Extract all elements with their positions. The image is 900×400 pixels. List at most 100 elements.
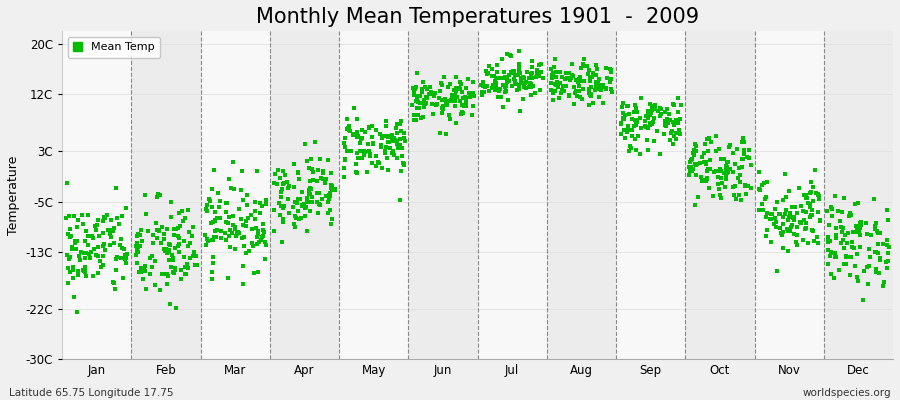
Point bbox=[311, 167, 326, 173]
Point bbox=[811, 191, 825, 197]
Point bbox=[822, 222, 836, 228]
Point bbox=[436, 102, 450, 109]
Point bbox=[242, 248, 256, 254]
Point bbox=[138, 268, 152, 274]
Point bbox=[482, 63, 496, 69]
Point bbox=[308, 139, 322, 146]
Point bbox=[495, 56, 509, 62]
Point bbox=[532, 73, 546, 79]
Point bbox=[626, 109, 641, 115]
Point bbox=[523, 80, 537, 86]
Point bbox=[255, 234, 269, 241]
Point bbox=[366, 140, 381, 147]
Point bbox=[763, 210, 778, 217]
Point bbox=[778, 210, 793, 217]
Point bbox=[572, 88, 586, 94]
Point bbox=[810, 234, 824, 241]
Point bbox=[554, 87, 569, 94]
Point bbox=[689, 161, 704, 168]
Point bbox=[837, 245, 851, 251]
Point bbox=[699, 159, 714, 165]
Point bbox=[390, 141, 404, 148]
Point bbox=[628, 105, 643, 112]
Point bbox=[842, 213, 856, 220]
Point bbox=[590, 86, 605, 93]
Point bbox=[178, 271, 193, 277]
Point bbox=[647, 102, 662, 109]
Point bbox=[180, 261, 194, 268]
Point bbox=[302, 207, 317, 214]
Point bbox=[787, 214, 801, 220]
Point bbox=[688, 161, 702, 167]
Point bbox=[798, 192, 813, 198]
Point bbox=[183, 239, 197, 246]
Point bbox=[590, 62, 604, 68]
Point bbox=[313, 202, 328, 208]
Point bbox=[621, 126, 635, 132]
Point bbox=[804, 179, 818, 186]
Point bbox=[379, 144, 393, 151]
Point bbox=[672, 116, 687, 122]
Point bbox=[86, 273, 100, 280]
Point bbox=[604, 86, 618, 92]
Point bbox=[166, 270, 181, 276]
Point bbox=[834, 240, 849, 246]
Point bbox=[60, 279, 75, 286]
Point bbox=[323, 182, 338, 189]
Point bbox=[409, 98, 423, 104]
Point bbox=[259, 200, 274, 207]
Point bbox=[694, 174, 708, 180]
Point bbox=[183, 254, 197, 261]
Point bbox=[449, 85, 464, 91]
Point bbox=[544, 87, 558, 94]
Point bbox=[852, 232, 867, 238]
Point bbox=[702, 135, 716, 142]
Point bbox=[591, 76, 606, 82]
Point bbox=[281, 185, 295, 192]
Point bbox=[821, 235, 835, 242]
Point bbox=[325, 187, 339, 193]
Point bbox=[323, 206, 338, 213]
Point bbox=[605, 89, 619, 96]
Point bbox=[349, 169, 364, 176]
Point bbox=[164, 199, 178, 206]
Point bbox=[828, 193, 842, 199]
Point bbox=[490, 62, 504, 68]
Point bbox=[352, 148, 366, 154]
Point bbox=[844, 212, 859, 218]
Point bbox=[149, 235, 164, 242]
Point bbox=[439, 98, 454, 104]
Point bbox=[81, 212, 95, 218]
Point bbox=[274, 188, 288, 195]
Point bbox=[596, 82, 610, 88]
Point bbox=[724, 165, 738, 172]
Point bbox=[497, 75, 511, 81]
Point bbox=[119, 205, 133, 211]
Point bbox=[524, 71, 538, 77]
Point bbox=[171, 241, 185, 247]
Point bbox=[325, 216, 339, 222]
Point bbox=[257, 238, 272, 245]
Point bbox=[320, 210, 335, 217]
Point bbox=[752, 207, 767, 213]
Point bbox=[413, 115, 428, 122]
Point bbox=[111, 215, 125, 222]
Point bbox=[162, 240, 176, 247]
Point bbox=[845, 244, 859, 250]
Point bbox=[638, 124, 652, 130]
Point bbox=[562, 77, 577, 84]
Point bbox=[489, 74, 503, 81]
Point bbox=[881, 249, 896, 256]
Point bbox=[488, 82, 502, 89]
Point bbox=[590, 66, 604, 72]
Point bbox=[277, 172, 292, 178]
Point bbox=[821, 260, 835, 267]
Point bbox=[725, 168, 740, 175]
Point bbox=[764, 239, 778, 246]
Point bbox=[703, 166, 717, 172]
Point bbox=[700, 148, 715, 154]
Point bbox=[177, 215, 192, 221]
Point bbox=[136, 276, 150, 282]
Point bbox=[530, 66, 544, 73]
Point bbox=[584, 74, 598, 80]
